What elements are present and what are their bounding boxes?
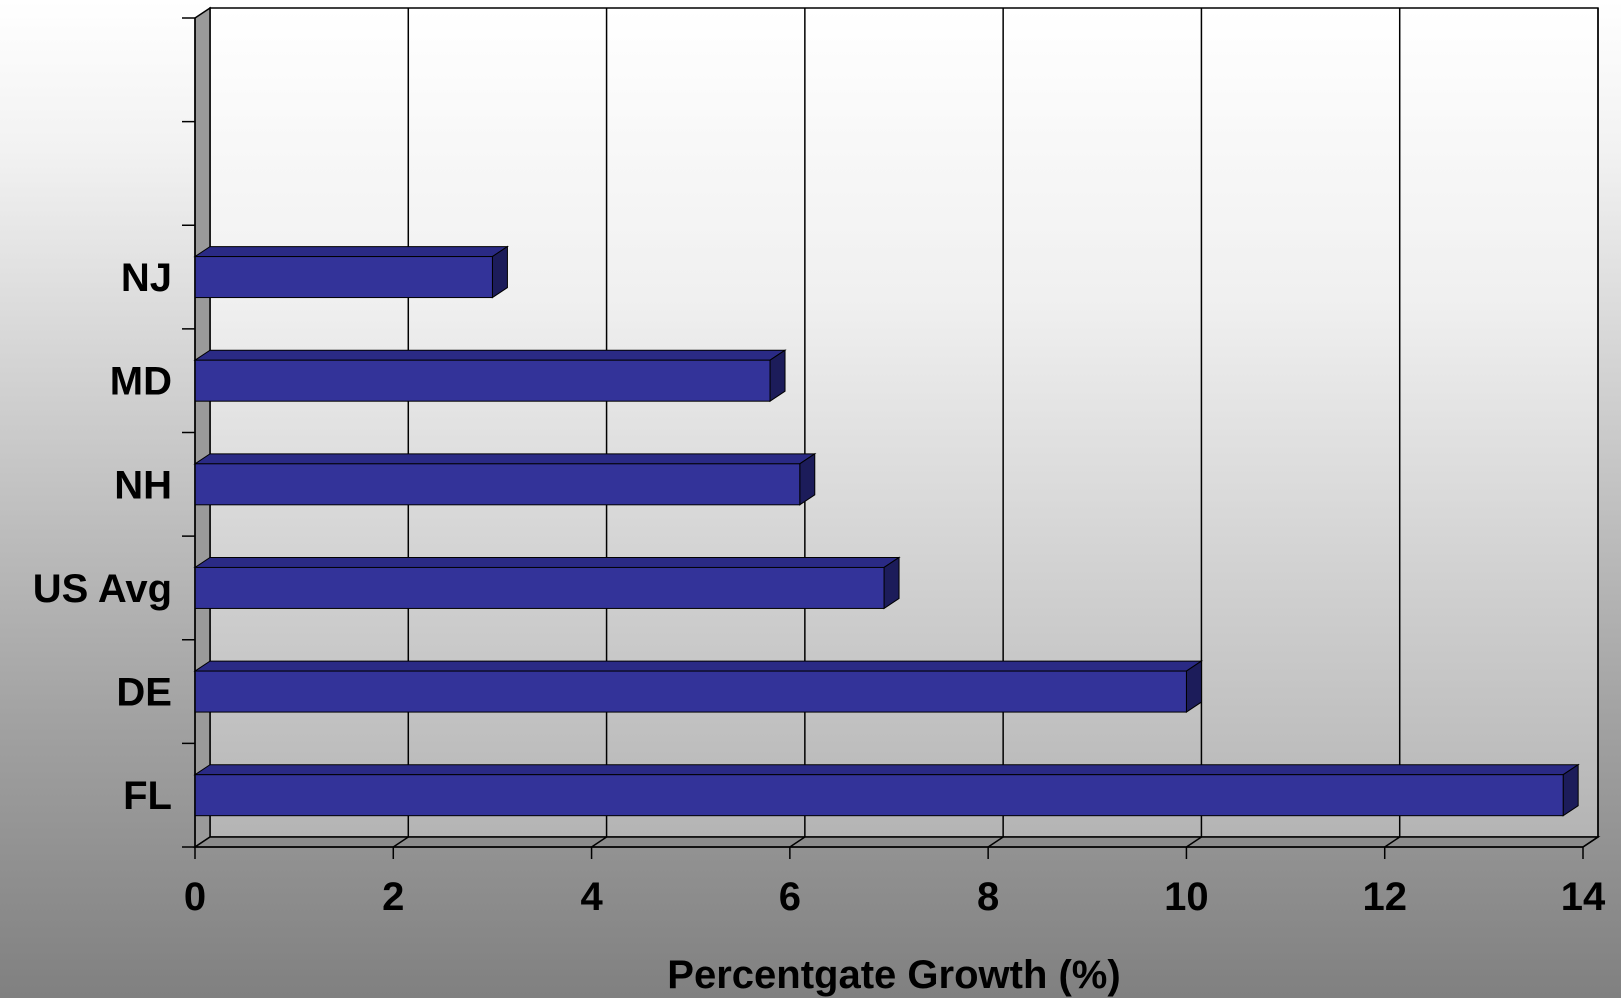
x-tick-label: 14 [1561,875,1606,919]
gridline-floor [1186,836,1202,848]
x-tick-label: 6 [779,875,801,919]
bar [193,763,1580,817]
x-tick-label: 2 [382,875,404,919]
x-tick-label: 8 [977,875,999,919]
bar [193,349,787,403]
bar-top [193,556,901,568]
gridline-floor [591,836,607,848]
x-tick-label: 4 [580,875,603,919]
category-label: NH [114,463,172,507]
gridline-floor [987,836,1004,848]
bars [193,245,1580,817]
bar-front [194,566,885,609]
bar-top [193,453,817,465]
gridline-floor [392,836,409,848]
bar [193,556,901,610]
axes [182,17,1584,859]
side-wall [194,6,211,849]
bar-top [193,246,510,258]
x-tick-label: 10 [1164,875,1209,919]
x-axis-title: Percentgate Growth (%) [667,953,1120,997]
back-wall [209,7,1599,838]
x-tick-label: 12 [1362,875,1407,919]
bar-top [193,349,787,361]
bar-top [193,764,1580,776]
plot-walls [192,6,1601,849]
category-label: MD [110,360,172,404]
bar-top [193,660,1204,672]
bar-front [194,359,771,402]
bar [193,660,1204,713]
gridline-floor [789,836,806,848]
x-tick-labels: 0 2 4 6 8 10 12 14 [184,875,1606,919]
category-label: DE [116,671,172,715]
bar-front [194,463,801,506]
x-tick-label: 0 [184,875,206,919]
bar [193,245,510,299]
bar-front [194,774,1564,817]
gridline-floor [1384,836,1401,848]
category-label: US Avg [33,567,172,611]
category-labels: FL DE US Avg NH MD NJ [33,256,172,818]
bar-front [194,256,493,299]
bar-front [194,670,1187,713]
category-label: NJ [121,256,172,300]
category-label: FL [123,774,172,818]
gridline-floor [1582,836,1599,848]
bar [193,452,817,506]
